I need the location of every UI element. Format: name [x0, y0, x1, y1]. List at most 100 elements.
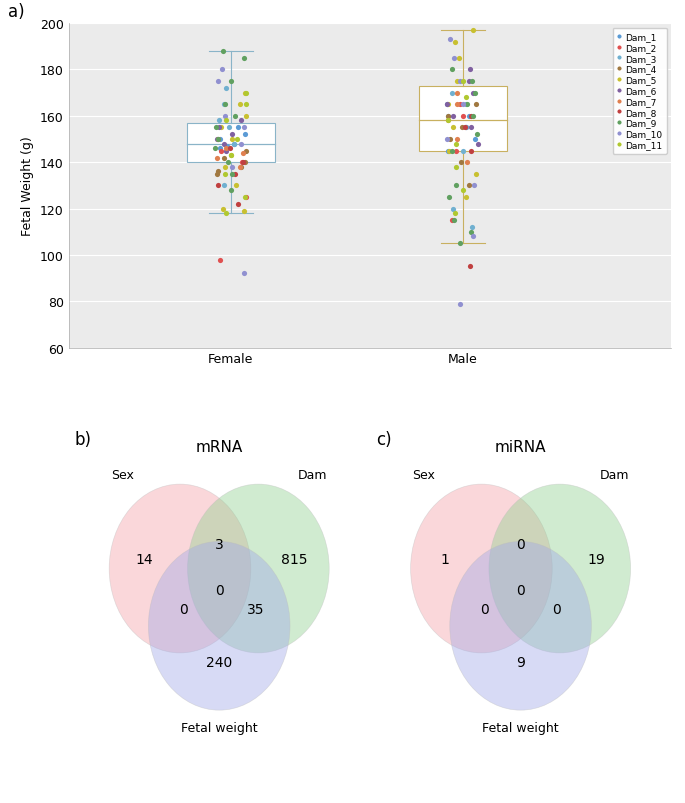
- Text: 0: 0: [516, 538, 525, 552]
- Point: [229, 138, 240, 151]
- Point: [457, 122, 468, 135]
- Text: 14: 14: [135, 552, 153, 567]
- Ellipse shape: [109, 484, 251, 653]
- Point: [460, 99, 471, 112]
- Point: [447, 64, 458, 77]
- Point: [451, 75, 462, 88]
- Point: [464, 64, 475, 77]
- Point: [454, 75, 465, 88]
- Point: [443, 110, 453, 123]
- Point: [221, 145, 232, 158]
- Point: [237, 147, 248, 160]
- Point: [238, 267, 249, 280]
- Bar: [419, 87, 507, 152]
- Point: [212, 152, 223, 165]
- Point: [240, 87, 251, 100]
- Text: mRNA: mRNA: [196, 439, 242, 454]
- Point: [235, 138, 246, 151]
- Point: [467, 75, 478, 88]
- Point: [214, 115, 225, 128]
- Point: [451, 87, 462, 100]
- Point: [447, 87, 458, 100]
- Point: [238, 205, 249, 218]
- Text: Dam: Dam: [599, 468, 629, 482]
- Point: [224, 122, 235, 135]
- Point: [238, 52, 249, 65]
- Point: [214, 133, 225, 146]
- Point: [471, 128, 482, 141]
- Text: b): b): [75, 430, 92, 448]
- Point: [216, 145, 227, 158]
- Point: [219, 180, 229, 193]
- Point: [215, 122, 226, 135]
- Point: [221, 115, 232, 128]
- Point: [240, 99, 251, 112]
- Point: [219, 152, 230, 165]
- Point: [226, 149, 237, 162]
- Point: [466, 145, 477, 158]
- Point: [240, 191, 251, 204]
- Text: c): c): [376, 430, 392, 448]
- Point: [227, 128, 238, 141]
- Text: miRNA: miRNA: [495, 439, 547, 454]
- Point: [210, 143, 221, 156]
- Point: [458, 145, 469, 158]
- Text: Sex: Sex: [111, 468, 134, 482]
- Point: [467, 87, 478, 100]
- Point: [466, 110, 477, 123]
- Point: [220, 168, 231, 181]
- Point: [450, 180, 461, 193]
- Point: [464, 110, 475, 123]
- Point: [443, 145, 453, 158]
- Point: [240, 128, 251, 141]
- Point: [211, 168, 222, 181]
- Point: [454, 238, 465, 251]
- Text: 0: 0: [215, 583, 223, 597]
- Point: [461, 157, 472, 169]
- Point: [234, 161, 245, 174]
- Point: [448, 52, 459, 65]
- Point: [219, 161, 230, 174]
- Point: [442, 99, 453, 112]
- Point: [451, 133, 462, 146]
- Point: [238, 122, 249, 135]
- Point: [456, 157, 466, 169]
- Point: [447, 122, 458, 135]
- Point: [458, 75, 469, 88]
- Text: Fetal weight: Fetal weight: [482, 721, 559, 734]
- Point: [212, 75, 223, 88]
- Point: [466, 222, 477, 234]
- Point: [219, 110, 230, 123]
- Point: [240, 87, 251, 100]
- Point: [217, 203, 228, 216]
- Point: [210, 122, 221, 135]
- Point: [236, 161, 247, 174]
- Point: [462, 99, 473, 112]
- Point: [446, 145, 457, 158]
- Point: [240, 145, 251, 158]
- Text: a): a): [8, 3, 25, 21]
- Ellipse shape: [410, 484, 552, 653]
- Ellipse shape: [149, 542, 290, 711]
- Point: [471, 168, 482, 181]
- Point: [443, 115, 454, 128]
- Point: [443, 99, 453, 112]
- Point: [444, 145, 455, 158]
- Point: [227, 161, 238, 174]
- Point: [460, 122, 471, 135]
- Point: [458, 99, 469, 112]
- Point: [238, 157, 249, 169]
- Point: [453, 52, 464, 65]
- Point: [441, 133, 452, 146]
- Point: [455, 298, 466, 311]
- Text: 35: 35: [247, 602, 264, 617]
- Point: [465, 226, 476, 238]
- Point: [240, 191, 251, 204]
- Point: [471, 99, 482, 112]
- Point: [233, 122, 244, 135]
- Point: [451, 161, 462, 174]
- Point: [240, 110, 251, 123]
- Point: [231, 180, 242, 193]
- Point: [226, 168, 237, 181]
- Point: [467, 110, 478, 123]
